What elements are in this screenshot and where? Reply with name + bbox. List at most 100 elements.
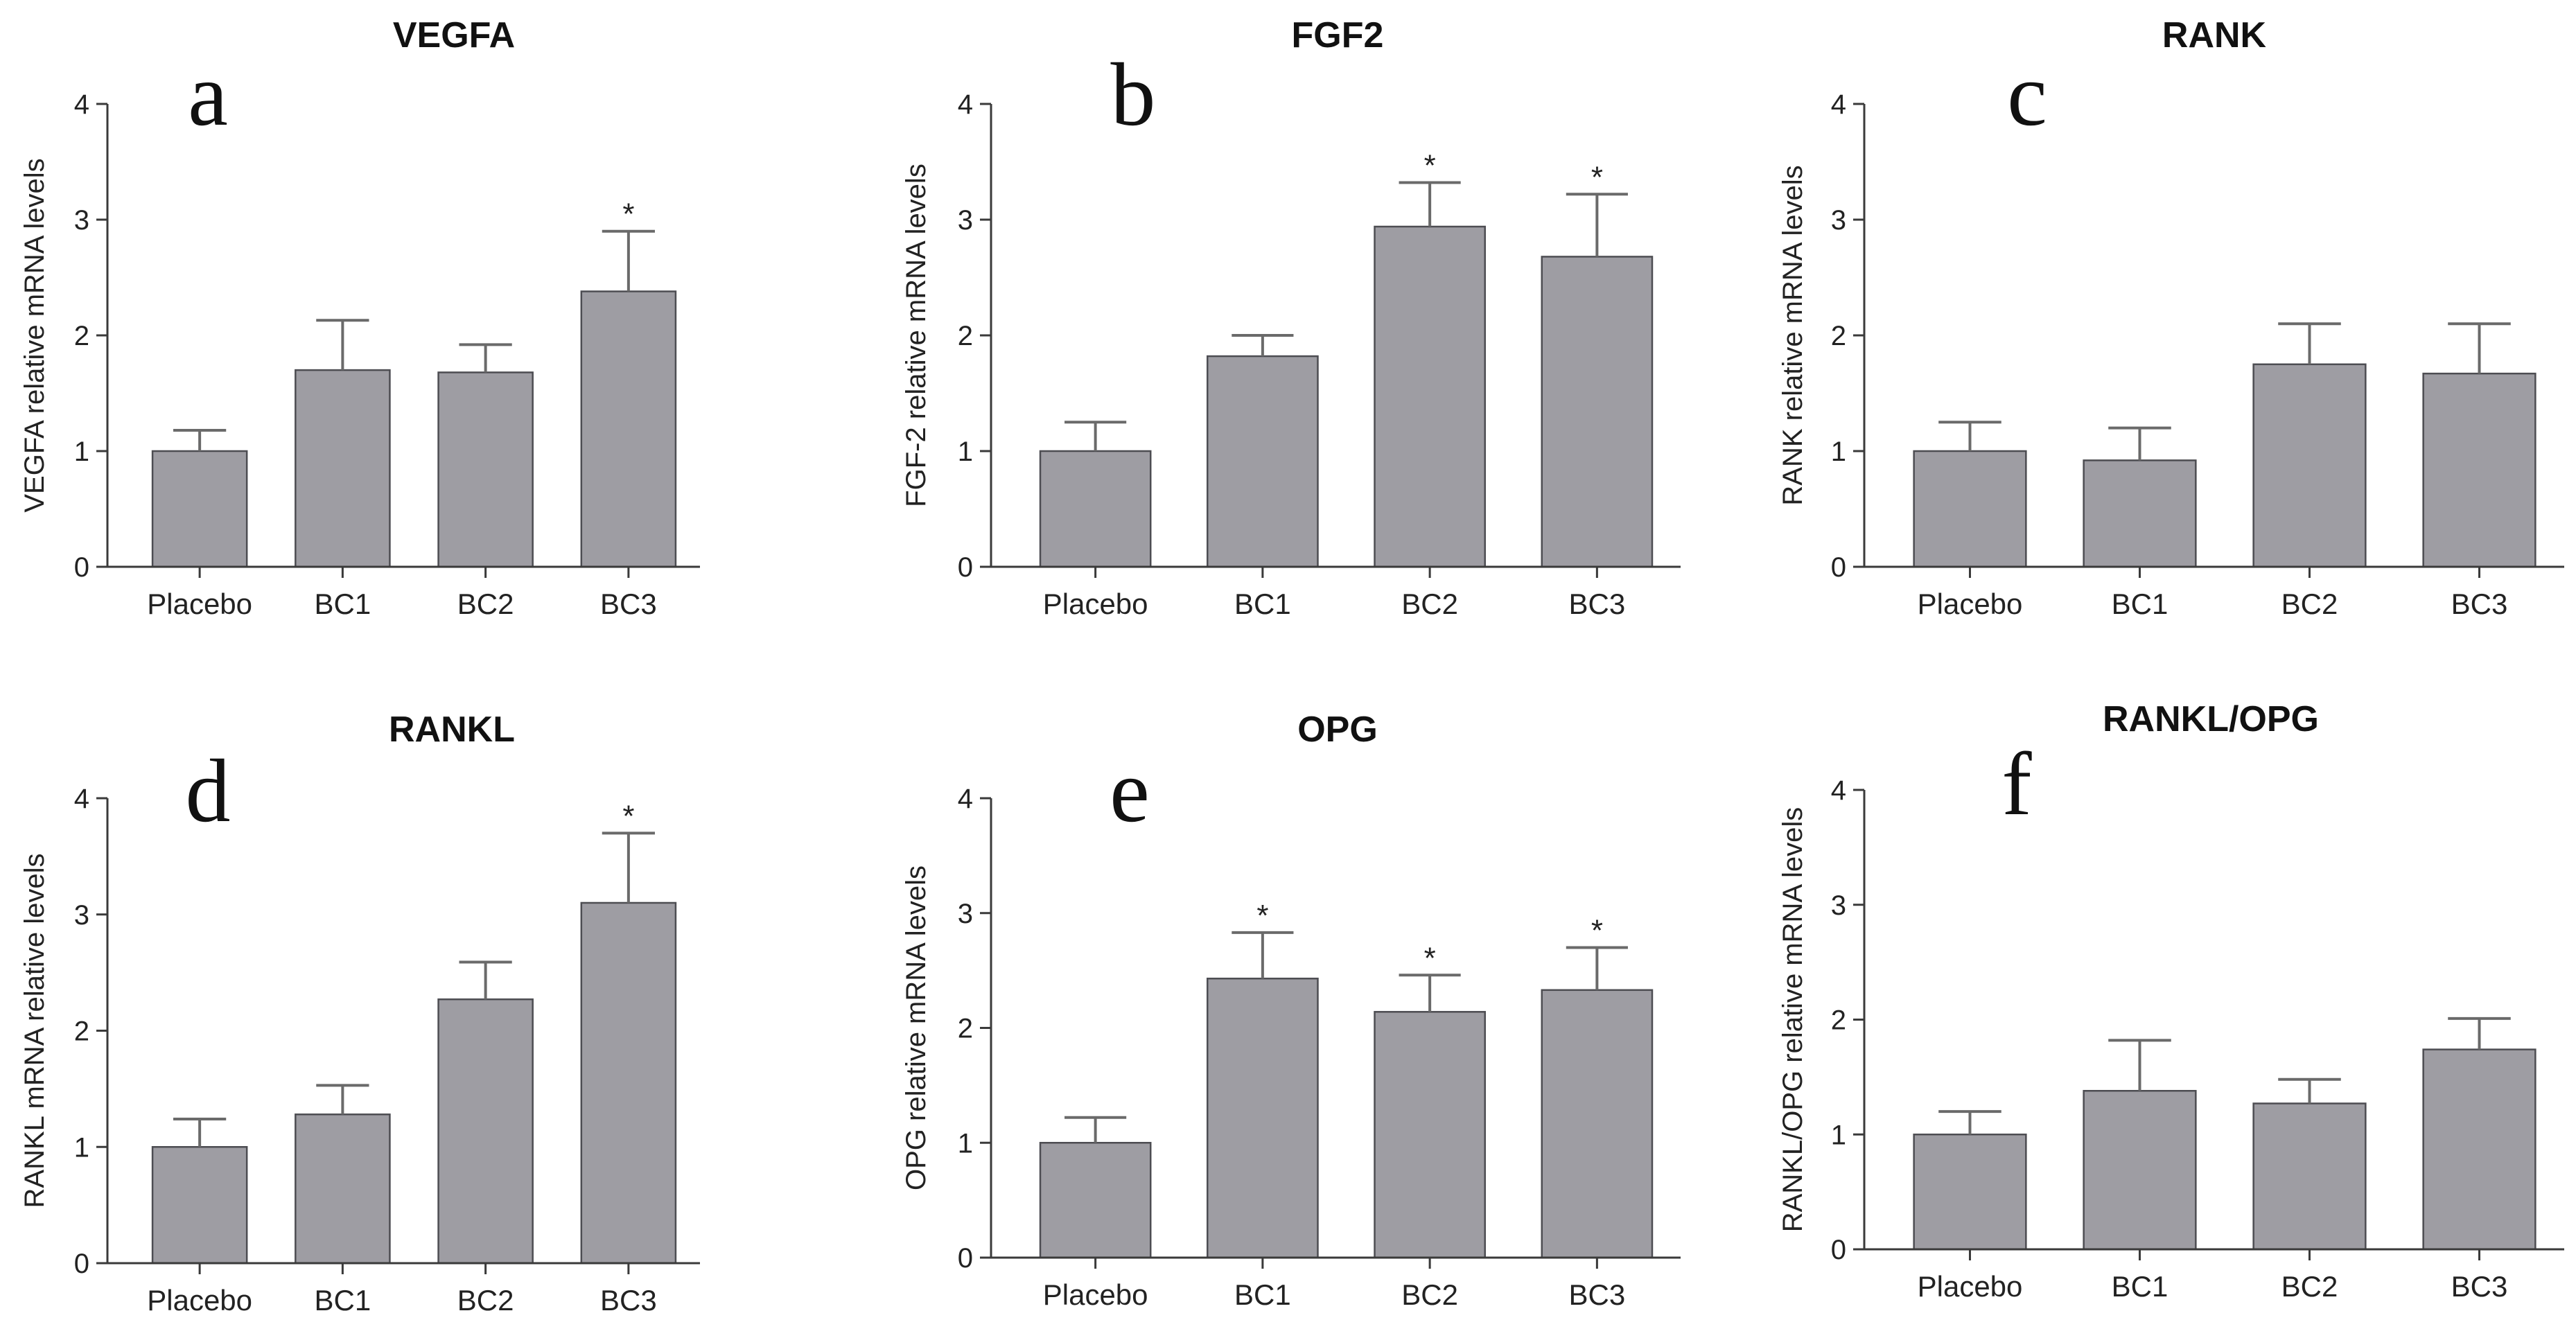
panel-b: FGF2 b FGF-2 relative mRNA levels * * 0 1 2 3 4 Pl… [901,15,1681,620]
bar-bc1 [2083,459,2197,568]
panel-a: VEGFA a VEGFA relative mRNA levels * 0 1 2 3 4 Pl… [19,15,700,620]
significance-marker: * [1424,149,1436,183]
y-tick-label: 3 [958,205,973,236]
x-tick-label: BC3 [600,588,657,620]
bar-bc1 [295,1113,391,1265]
x-tick-label: BC3 [1569,1278,1626,1311]
significance-marker: * [622,799,634,833]
y-tick-label: 4 [958,784,973,814]
y-tick-label: 3 [74,900,89,931]
y-tick-label: 2 [1831,321,1846,351]
x-tick-label: BC2 [1401,1278,1458,1311]
bar-placebo [151,1146,248,1265]
y-axis-label: VEGFA relative mRNA levels [19,158,50,512]
x-tick-label: BC1 [2112,1270,2168,1303]
y-tick-label: 0 [74,552,89,583]
significance-marker: * [1256,899,1268,933]
chart-title: RANK [2162,15,2267,55]
chart-title: OPG [1297,710,1378,750]
chart-title: VEGFA [393,15,515,55]
y-tick-label: 0 [958,1243,973,1274]
y-tick-label: 1 [1831,437,1846,467]
bar-bc3 [1541,256,1654,568]
y-tick-label: 4 [958,89,973,120]
y-tick-label: 2 [74,321,89,351]
x-tick-label: BC2 [2281,1270,2338,1303]
panel-letter: a [188,45,228,145]
panel-c: RANK c RANK relative mRNA levels 0 1 2 3 4 Place… [1778,15,2564,620]
x-tick-label: Placebo [1918,1270,2023,1303]
bar-placebo [1039,1142,1152,1259]
x-tick-label: BC1 [1234,1278,1291,1311]
y-tick-label: 2 [958,1014,973,1044]
bar-bc2 [437,371,534,568]
bar-bc3 [580,901,677,1265]
x-tick-label: BC3 [600,1284,657,1317]
bar-bc1 [2083,1090,2197,1251]
y-axis-label: FGF-2 relative mRNA levels [901,164,931,507]
bar-bc2 [437,998,534,1265]
panel-d: RANKL d RANKL mRNA relative levels * 0 1 2 3 4 Pl… [19,710,700,1317]
y-tick-label: 2 [1831,1005,1846,1036]
y-axis-label: RANK relative mRNA levels [1778,165,1808,505]
bar-placebo [1913,450,2027,568]
y-axis-label: RANKL mRNA relative levels [19,853,50,1208]
x-tick-label: BC2 [2281,588,2338,620]
significance-marker: * [1591,160,1603,194]
y-tick-label: 1 [958,437,973,467]
chart-title: FGF2 [1292,15,1384,55]
x-tick-label: BC3 [2451,588,2508,620]
bar-bc2 [2252,363,2367,568]
x-tick-label: Placebo [147,588,252,620]
y-tick-label: 4 [1831,775,1846,806]
x-tick-label: BC1 [2112,588,2168,620]
y-tick-label: 3 [958,899,973,929]
significance-marker: * [622,197,634,231]
significance-marker: * [1424,941,1436,975]
bar-bc1 [1207,355,1319,568]
panel-letter: c [2007,45,2047,145]
y-tick-label: 1 [74,437,89,467]
x-tick-label: BC1 [315,1284,371,1317]
y-tick-label: 4 [74,89,89,120]
bar-placebo [151,450,248,568]
bar-bc1 [295,369,391,568]
panel-e: OPG e OPG relative mRNA levels * * * 0 1 2 3 4 Plac… [901,710,1681,1311]
x-tick-label: Placebo [1043,588,1148,620]
y-tick-label: 2 [958,321,973,351]
x-tick-label: Placebo [1043,1278,1148,1311]
y-tick-label: 1 [958,1128,973,1159]
bar-bc3 [580,290,677,568]
x-tick-label: BC3 [2451,1270,2508,1303]
x-tick-label: Placebo [1918,588,2023,620]
panel-letter: f [2001,734,2032,834]
x-tick-label: BC2 [457,1284,514,1317]
panel-letter: d [186,741,231,841]
x-tick-label: BC2 [1401,588,1458,620]
y-tick-label: 3 [1831,890,1846,921]
bar-bc3 [2422,372,2536,568]
bar-placebo [1039,450,1152,568]
y-tick-label: 4 [74,784,89,814]
y-tick-label: 1 [74,1132,89,1163]
bar-bc2 [1374,1011,1486,1259]
y-axis-label: OPG relative mRNA levels [901,865,931,1190]
x-tick-label: Placebo [147,1284,252,1317]
y-tick-label: 2 [74,1016,89,1047]
y-tick-label: 3 [74,205,89,236]
y-tick-label: 0 [958,552,973,583]
bar-bc3 [2422,1048,2536,1251]
x-tick-label: BC2 [457,588,514,620]
panel-letter: b [1111,45,1156,145]
y-tick-label: 3 [1831,205,1846,236]
bar-bc1 [1207,977,1319,1259]
bar-bc2 [2252,1102,2367,1251]
x-tick-label: BC3 [1569,588,1626,620]
y-tick-label: 0 [1831,552,1846,583]
chart-title: RANKL [389,710,515,750]
x-tick-label: BC1 [315,588,371,620]
significance-marker: * [1591,913,1603,947]
y-tick-label: 0 [1831,1235,1846,1265]
bar-bc3 [1541,989,1654,1259]
